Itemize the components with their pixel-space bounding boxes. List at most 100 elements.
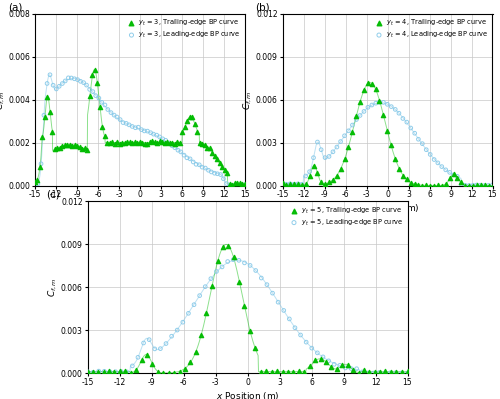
$y_t$ = 3, Trailing-edge BP curve <box>88 72 96 79</box>
$y_t$ = 5, Leading-edge BP curve <box>218 264 226 270</box>
$y_t$ = 4, Leading-edge BP curve <box>434 160 442 166</box>
$y_t$ = 5, Trailing-edge BP curve <box>349 367 357 373</box>
$y_t$ = 4, Leading-edge BP curve <box>472 182 480 188</box>
$y_t$ = 5, Leading-edge BP curve <box>100 368 108 375</box>
$y_t$ = 4, Trailing-edge BP curve <box>368 81 376 87</box>
$y_t$ = 4, Trailing-edge BP curve <box>380 112 388 118</box>
$y_t$ = 3, Trailing-edge BP curve <box>54 145 62 151</box>
$y_t$ = 3, Trailing-edge BP curve <box>108 139 116 145</box>
Y-axis label: $C_{f,m}$: $C_{f,m}$ <box>242 90 254 109</box>
$y_t$ = 5, Leading-edge BP curve <box>162 340 170 347</box>
$y_t$ = 5, Leading-edge BP curve <box>358 369 366 375</box>
$y_t$ = 4, Trailing-edge BP curve <box>314 170 322 176</box>
$y_t$ = 3, Trailing-edge BP curve <box>48 128 56 135</box>
$y_t$ = 4, Trailing-edge BP curve <box>469 182 477 189</box>
$y_t$ = 5, Trailing-edge BP curve <box>159 369 167 376</box>
$y_t$ = 5, Trailing-edge BP curve <box>176 369 184 375</box>
$y_t$ = 5, Leading-edge BP curve <box>330 361 338 367</box>
$y_t$ = 3, Leading-edge BP curve <box>43 80 51 87</box>
$y_t$ = 4, Trailing-edge BP curve <box>403 176 411 182</box>
$y_t$ = 4, Leading-edge BP curve <box>403 119 411 125</box>
$y_t$ = 5, Trailing-edge BP curve <box>392 369 400 375</box>
$y_t$ = 4, Trailing-edge BP curve <box>476 182 484 189</box>
$y_t$ = 4, Trailing-edge BP curve <box>384 128 392 134</box>
$y_t$ = 4, Leading-edge BP curve <box>395 110 403 117</box>
$y_t$ = 3, Trailing-edge BP curve <box>226 180 234 187</box>
$y_t$ = 4, Trailing-edge BP curve <box>329 177 337 184</box>
$y_t$ = 5, Leading-edge BP curve <box>117 368 125 375</box>
$y_t$ = 3, Leading-edge BP curve <box>82 82 90 88</box>
$y_t$ = 5, Leading-edge BP curve <box>179 319 187 326</box>
$y_t$ = 4, Leading-edge BP curve <box>336 138 344 145</box>
$y_t$ = 5, Trailing-edge BP curve <box>154 369 162 375</box>
$y_t$ = 4, Trailing-edge BP curve <box>302 181 310 188</box>
$y_t$ = 4, Trailing-edge BP curve <box>306 172 314 179</box>
$y_t$ = 3, Leading-edge BP curve <box>208 169 216 175</box>
$y_t$ = 4, Leading-edge BP curve <box>329 148 337 155</box>
$y_t$ = 3, Trailing-edge BP curve <box>64 142 72 148</box>
$y_t$ = 3, Trailing-edge BP curve <box>111 140 119 147</box>
$y_t$ = 4, Trailing-edge BP curve <box>360 87 368 93</box>
$y_t$ = 4, Leading-edge BP curve <box>376 99 384 105</box>
$y_t$ = 4, Leading-edge BP curve <box>476 182 484 188</box>
$y_t$ = 5, Leading-edge BP curve <box>106 369 114 375</box>
Text: (a): (a) <box>8 2 22 12</box>
$y_t$ = 3, Trailing-edge BP curve <box>81 145 89 152</box>
$y_t$ = 5, Trailing-edge BP curve <box>110 368 118 375</box>
$y_t$ = 3, Trailing-edge BP curve <box>141 140 149 147</box>
$y_t$ = 3, Leading-edge BP curve <box>146 130 154 136</box>
$y_t$ = 5, Trailing-edge BP curve <box>332 366 340 373</box>
$y_t$ = 4, Trailing-edge BP curve <box>438 182 446 189</box>
$y_t$ = 5, Trailing-edge BP curve <box>246 328 254 334</box>
$y_t$ = 3, Trailing-edge BP curve <box>154 140 162 146</box>
$y_t$ = 4, Leading-edge BP curve <box>480 182 488 189</box>
$y_t$ = 3, Trailing-edge BP curve <box>146 139 154 146</box>
$y_t$ = 3, Leading-edge BP curve <box>168 142 176 149</box>
$y_t$ = 3, Leading-edge BP curve <box>70 75 78 82</box>
Text: (b): (b) <box>255 2 270 12</box>
$y_t$ = 3, Trailing-edge BP curve <box>46 109 54 115</box>
$y_t$ = 5, Leading-edge BP curve <box>386 369 394 376</box>
$y_t$ = 3, Leading-edge BP curve <box>92 93 100 99</box>
$y_t$ = 5, Leading-edge BP curve <box>380 370 388 376</box>
$y_t$ = 4, Leading-edge BP curve <box>442 167 450 173</box>
$y_t$ = 4, Leading-edge BP curve <box>388 103 396 110</box>
$y_t$ = 5, Trailing-edge BP curve <box>236 279 244 285</box>
$y_t$ = 3, Trailing-edge BP curve <box>74 143 82 149</box>
$y_t$ = 4, Trailing-edge BP curve <box>321 181 329 188</box>
$y_t$ = 5, Trailing-edge BP curve <box>328 364 336 370</box>
$y_t$ = 5, Leading-edge BP curve <box>128 363 136 369</box>
$y_t$ = 4, Trailing-edge BP curve <box>430 182 438 189</box>
$y_t$ = 3, Trailing-edge BP curve <box>44 94 52 100</box>
$y_t$ = 4, Trailing-edge BP curve <box>317 179 325 185</box>
$y_t$ = 3, Leading-edge BP curve <box>189 159 197 165</box>
$y_t$ = 3, Leading-edge BP curve <box>140 128 148 134</box>
$y_t$ = 3, Leading-edge BP curve <box>86 86 94 93</box>
$y_t$ = 3, Trailing-edge BP curve <box>156 138 164 144</box>
$y_t$ = 3, Trailing-edge BP curve <box>86 93 94 99</box>
$y_t$ = 3, Trailing-edge BP curve <box>194 128 202 135</box>
$y_t$ = 5, Leading-edge BP curve <box>224 258 232 265</box>
$y_t$ = 5, Leading-edge BP curve <box>201 283 209 290</box>
$y_t$ = 3, Leading-edge BP curve <box>125 122 133 128</box>
$y_t$ = 3, Leading-edge BP curve <box>122 120 130 126</box>
$y_t$ = 4, Trailing-edge BP curve <box>472 182 480 188</box>
$y_t$ = 4, Leading-edge BP curve <box>407 125 415 131</box>
$y_t$ = 3, Trailing-edge BP curve <box>208 150 216 156</box>
$y_t$ = 5, Trailing-edge BP curve <box>224 243 232 249</box>
$y_t$ = 5, Leading-edge BP curve <box>190 302 198 308</box>
$y_t$ = 3, Trailing-edge BP curve <box>128 140 136 146</box>
$y_t$ = 3, Leading-edge BP curve <box>222 180 230 187</box>
$y_t$ = 3, Leading-edge BP curve <box>49 82 57 89</box>
$y_t$ = 4, Trailing-edge BP curve <box>310 163 318 170</box>
X-axis label: $x$ Position (m): $x$ Position (m) <box>356 202 420 214</box>
X-axis label: $x$ Position (m): $x$ Position (m) <box>216 390 280 399</box>
$y_t$ = 3, Leading-edge BP curve <box>234 182 242 189</box>
$y_t$ = 3, Leading-edge BP curve <box>216 172 224 178</box>
$y_t$ = 3, Trailing-edge BP curve <box>230 180 238 186</box>
$y_t$ = 4, Trailing-edge BP curve <box>407 180 415 186</box>
$y_t$ = 3, Leading-edge BP curve <box>104 106 112 113</box>
$y_t$ = 5, Trailing-edge BP curve <box>116 368 124 374</box>
$y_t$ = 3, Trailing-edge BP curve <box>166 140 174 146</box>
$y_t$ = 3, Trailing-edge BP curve <box>104 140 112 146</box>
